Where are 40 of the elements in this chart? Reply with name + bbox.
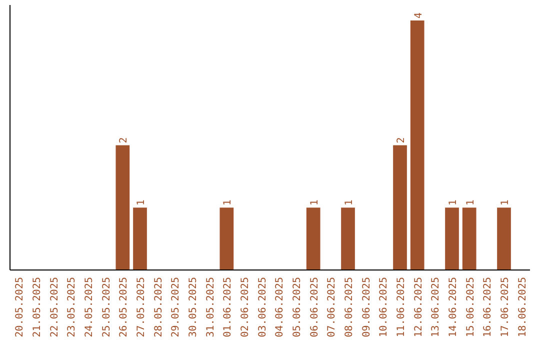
x-tick-label: 31.05.2025 (205, 277, 216, 338)
x-tick-label: 18.06.2025 (517, 277, 528, 338)
x-tick-label: 25.05.2025 (101, 277, 112, 338)
x-tick-label: 03.06.2025 (257, 277, 268, 338)
x-tick-label: 07.06.2025 (326, 277, 338, 338)
x-tick-label: 17.06.2025 (500, 277, 511, 338)
data-label: 1 (500, 200, 511, 206)
data-label: 1 (465, 200, 476, 206)
data-label: 1 (448, 200, 459, 206)
data-label: 1 (344, 200, 355, 206)
data-label: 1 (309, 200, 320, 206)
x-tick-label: 24.05.2025 (84, 277, 95, 338)
data-label: 2 (118, 137, 130, 144)
data-label: 1 (136, 200, 147, 206)
x-tick-label: 22.05.2025 (49, 277, 60, 338)
x-tick-label: 26.05.2025 (118, 277, 130, 338)
x-tick-label: 05.06.2025 (292, 277, 303, 338)
x-tick-label: 01.06.2025 (222, 277, 234, 338)
x-tick-label: 29.05.2025 (170, 277, 182, 338)
data-label: 1 (222, 200, 234, 206)
x-tick-label: 28.05.2025 (153, 277, 164, 338)
x-tick-label: 10.06.2025 (378, 277, 390, 338)
x-tick-label: 30.05.2025 (188, 277, 199, 338)
x-tick-label: 13.06.2025 (430, 277, 442, 338)
x-tick-label: 16.06.2025 (482, 277, 494, 338)
x-tick-label: 21.05.2025 (32, 277, 43, 338)
x-tick-label: 04.06.2025 (274, 277, 286, 338)
data-label: 4 (413, 12, 424, 18)
x-tick-label: 15.06.2025 (465, 277, 476, 338)
x-tick-label: 08.06.2025 (344, 277, 355, 338)
x-tick-label: 27.05.2025 (136, 277, 147, 338)
x-tick-label: 06.06.2025 (309, 277, 320, 338)
x-tick-label: 23.05.2025 (66, 277, 78, 338)
x-tick-label: 11.06.2025 (396, 277, 407, 338)
x-tick-label: 09.06.2025 (361, 277, 372, 338)
x-tick-label: 02.06.2025 (240, 277, 251, 338)
x-tick-label: 12.06.2025 (413, 277, 424, 338)
x-tick-label: 14.06.2025 (448, 277, 459, 338)
x-tick-label: 20.05.2025 (14, 277, 26, 338)
data-label: 2 (396, 137, 407, 144)
